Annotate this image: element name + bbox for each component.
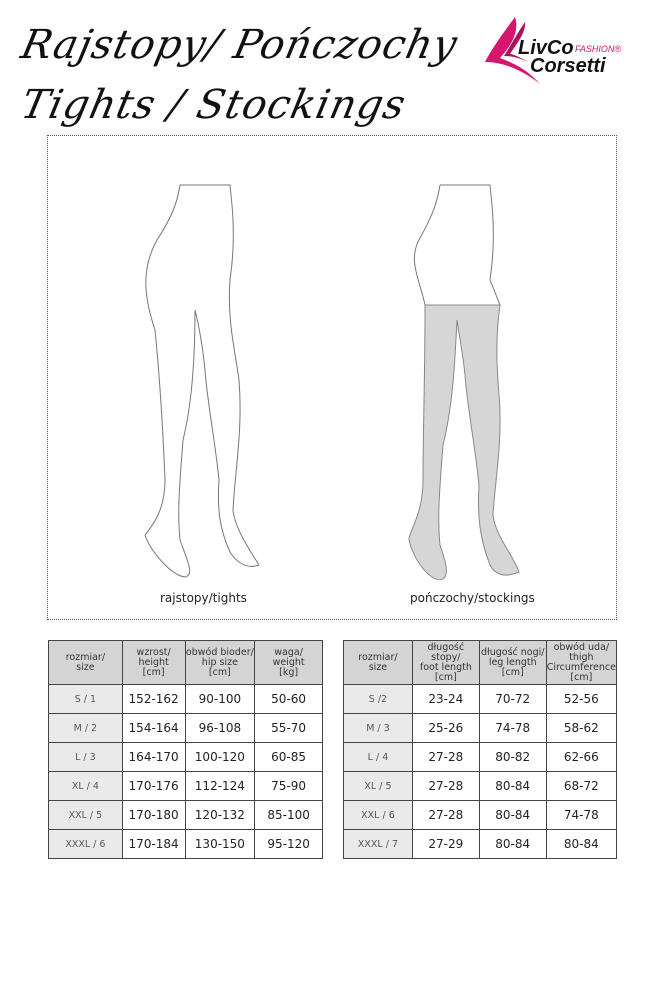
table-header-row: rozmiar/size wzrost/height [cm] obwód bio… xyxy=(48,640,323,685)
value-cell: 164-170 xyxy=(121,742,186,772)
value-cell: 170-176 xyxy=(121,771,186,801)
table-row: XXL / 5 170-180 120-132 85-100 xyxy=(48,800,323,830)
size-cell: L / 4 xyxy=(343,742,413,772)
table-row: M / 3 25-26 74-78 58-62 xyxy=(343,713,618,743)
table-row: M / 2 154-164 96-108 55-70 xyxy=(48,713,323,743)
stockings-caption: pończochy/stockings xyxy=(410,591,535,605)
value-cell: 95-120 xyxy=(254,829,323,859)
size-cell: M / 2 xyxy=(48,713,123,743)
value-cell: 130-150 xyxy=(184,829,256,859)
value-cell: 58-62 xyxy=(545,713,618,743)
value-cell: 27-28 xyxy=(411,742,480,772)
header-thigh-circumference: obwód uda/thigh Circumference [cm] xyxy=(545,640,618,685)
value-cell: 27-28 xyxy=(411,771,480,801)
table-header-row: rozmiar/size długość stopy/foot length [c… xyxy=(343,640,618,685)
header-foot-length: długość stopy/foot length [cm] xyxy=(411,640,480,685)
value-cell: 70-72 xyxy=(478,684,547,714)
value-cell: 27-28 xyxy=(411,800,480,830)
header-hip-size: obwód bioder/hip size [cm] xyxy=(184,640,256,685)
table-row: XL / 5 27-28 80-84 68-72 xyxy=(343,771,618,801)
table-row: L / 3 164-170 100-120 60-85 xyxy=(48,742,323,772)
value-cell: 75-90 xyxy=(254,771,323,801)
table-row: XXL / 6 27-28 80-84 74-78 xyxy=(343,800,618,830)
value-cell: 23-24 xyxy=(411,684,480,714)
title-line-2: Tights / Stockings xyxy=(17,82,411,128)
header-leg-length: długość nogi/leg length [cm] xyxy=(478,640,547,685)
header-weight: waga/weight [kg] xyxy=(254,640,323,685)
header-size: rozmiar/size xyxy=(48,640,123,685)
value-cell: 85-100 xyxy=(254,800,323,830)
size-cell: S / 1 xyxy=(48,684,123,714)
value-cell: 154-164 xyxy=(121,713,186,743)
size-cell: XXXL / 7 xyxy=(343,829,413,859)
size-cell: XXL / 6 xyxy=(343,800,413,830)
header-size: rozmiar/size xyxy=(343,640,413,685)
size-cell: L / 3 xyxy=(48,742,123,772)
value-cell: 25-26 xyxy=(411,713,480,743)
value-cell: 170-180 xyxy=(121,800,186,830)
stockings-size-table: rozmiar/size długość stopy/foot length [c… xyxy=(343,640,618,859)
table-row: L / 4 27-28 80-82 62-66 xyxy=(343,742,618,772)
value-cell: 74-78 xyxy=(478,713,547,743)
value-cell: 50-60 xyxy=(254,684,323,714)
value-cell: 112-124 xyxy=(184,771,256,801)
tights-size-table: rozmiar/size wzrost/height [cm] obwód bio… xyxy=(48,640,323,859)
value-cell: 100-120 xyxy=(184,742,256,772)
size-cell: S /2 xyxy=(343,684,413,714)
table-row: S / 1 152-162 90-100 50-60 xyxy=(48,684,323,714)
svg-text:Corsetti: Corsetti xyxy=(530,55,606,77)
size-cell: XL / 5 xyxy=(343,771,413,801)
table-row: S /2 23-24 70-72 52-56 xyxy=(343,684,618,714)
stockings-illustration xyxy=(408,184,520,580)
value-cell: 62-66 xyxy=(545,742,618,772)
table-row: XL / 4 170-176 112-124 75-90 xyxy=(48,771,323,801)
value-cell: 27-29 xyxy=(411,829,480,859)
value-cell: 52-56 xyxy=(545,684,618,714)
tights-illustration xyxy=(144,184,260,578)
value-cell: 80-84 xyxy=(478,771,547,801)
svg-text:LivCo: LivCo xyxy=(518,37,574,59)
header-height: wzrost/height [cm] xyxy=(121,640,186,685)
size-cell: M / 3 xyxy=(343,713,413,743)
size-cell: XXXL / 6 xyxy=(48,829,123,859)
table-row: XXXL / 7 27-29 80-84 80-84 xyxy=(343,829,618,859)
value-cell: 170-184 xyxy=(121,829,186,859)
tights-caption: rajstopy/tights xyxy=(160,591,247,605)
value-cell: 80-82 xyxy=(478,742,547,772)
value-cell: 55-70 xyxy=(254,713,323,743)
livco-corsetti-logo: LivCo FASHION® Corsetti xyxy=(470,12,630,87)
title-line-1: Rajstopy/ Pończochy xyxy=(17,22,462,68)
svg-text:FASHION®: FASHION® xyxy=(575,44,621,54)
value-cell: 96-108 xyxy=(184,713,256,743)
illustration-frame xyxy=(47,135,617,620)
value-cell: 80-84 xyxy=(478,800,547,830)
size-cell: XXL / 5 xyxy=(48,800,123,830)
value-cell: 90-100 xyxy=(184,684,256,714)
table-row: XXXL / 6 170-184 130-150 95-120 xyxy=(48,829,323,859)
size-cell: XL / 4 xyxy=(48,771,123,801)
value-cell: 80-84 xyxy=(478,829,547,859)
value-cell: 152-162 xyxy=(121,684,186,714)
value-cell: 74-78 xyxy=(545,800,618,830)
value-cell: 68-72 xyxy=(545,771,618,801)
value-cell: 120-132 xyxy=(184,800,256,830)
value-cell: 60-85 xyxy=(254,742,323,772)
value-cell: 80-84 xyxy=(545,829,618,859)
